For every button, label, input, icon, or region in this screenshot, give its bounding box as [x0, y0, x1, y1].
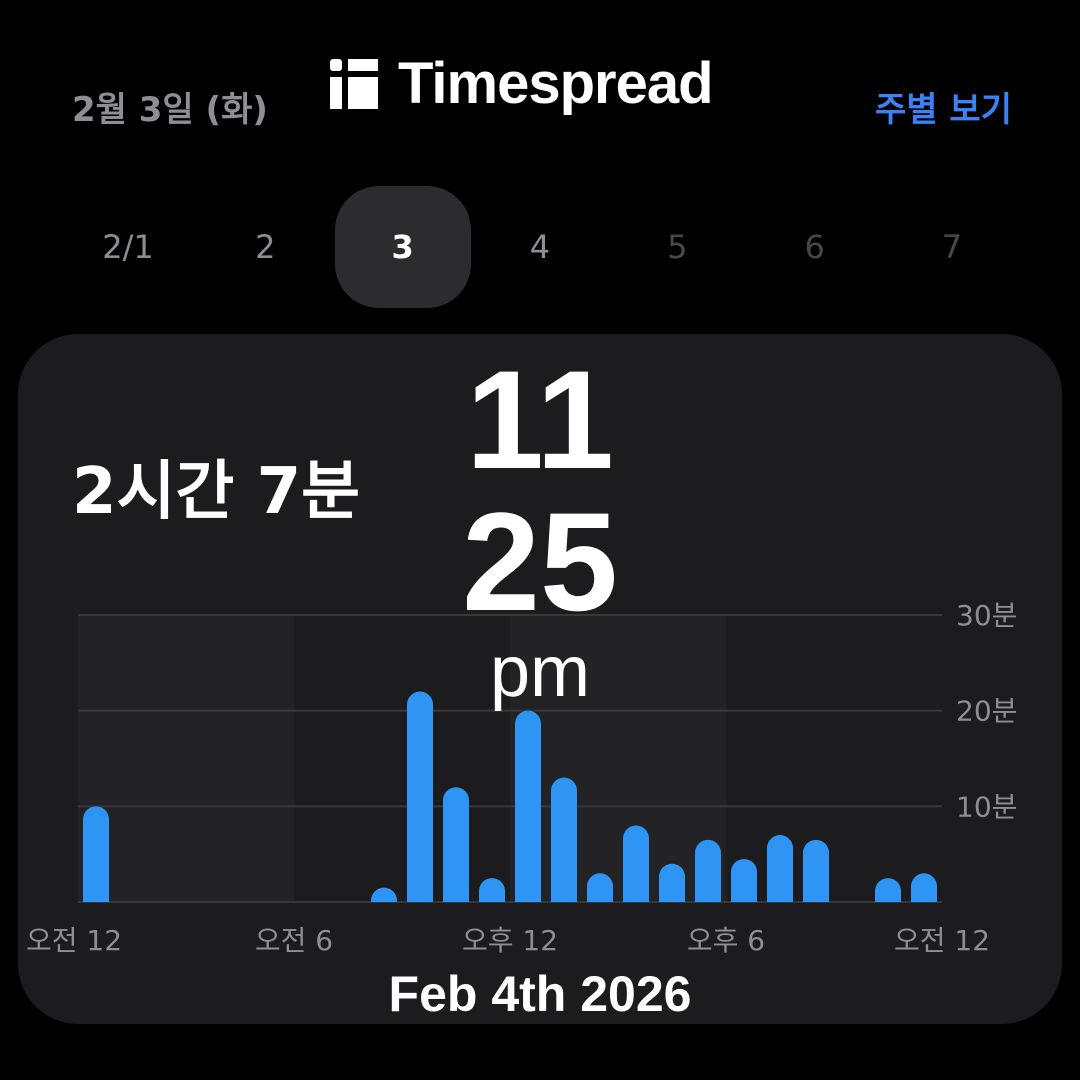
day-item[interactable]: 5 — [667, 228, 688, 266]
x-tick-label: 오후 6 — [687, 924, 765, 957]
y-tick-label: 20분 — [956, 695, 1017, 728]
usage-bar — [443, 787, 469, 902]
date-stamp: Feb 4th 2026 — [388, 966, 692, 1022]
selected-date: 2월 3일 (화) — [72, 90, 268, 130]
time-band — [726, 615, 942, 902]
usage-bar — [911, 873, 937, 902]
usage-bar — [479, 878, 505, 902]
usage-bar — [407, 691, 433, 902]
usage-bar — [623, 825, 649, 902]
usage-bar — [515, 710, 541, 902]
day-item[interactable]: 7 — [941, 228, 963, 266]
brand-logo: Timespread — [330, 50, 714, 117]
usage-bar — [371, 887, 397, 902]
x-tick-label: 오전 6 — [255, 924, 333, 957]
y-tick-label: 30분 — [956, 599, 1017, 632]
day-item[interactable]: 2 — [255, 228, 276, 266]
total-usage: 2시간 7분 — [72, 455, 360, 529]
logo-icon — [330, 58, 378, 109]
x-tick-label: 오전 12 — [26, 924, 122, 957]
day-item[interactable]: 2/1 — [102, 228, 154, 266]
usage-bar — [659, 863, 685, 902]
clock-hour: 11 — [466, 341, 614, 498]
week-view-button[interactable]: 주별 보기 — [875, 90, 1012, 130]
usage-bar — [695, 839, 721, 902]
day-item-selected[interactable]: 3 — [334, 186, 471, 308]
time-band — [510, 615, 726, 902]
usage-bar — [587, 873, 613, 902]
clock-ampm: pm — [489, 632, 591, 712]
day-selector: 2/1 2 3 4 5 6 7 — [60, 186, 1020, 308]
usage-bar — [83, 806, 110, 902]
usage-bar — [767, 835, 794, 902]
day-item[interactable]: 4 — [529, 228, 551, 266]
usage-bar — [803, 839, 829, 902]
time-band — [78, 615, 294, 902]
day-item[interactable]: 6 — [804, 228, 825, 266]
y-tick-label: 10분 — [956, 790, 1017, 823]
usage-bar — [875, 878, 901, 902]
x-tick-label: 오후 12 — [462, 924, 558, 957]
usage-bar — [551, 777, 577, 902]
x-tick-label: 오전 12 — [894, 924, 990, 957]
time-band — [294, 615, 510, 902]
usage-bar — [731, 858, 757, 902]
clock-minute: 25 — [462, 483, 618, 640]
brand-name: Timespread — [398, 51, 714, 116]
